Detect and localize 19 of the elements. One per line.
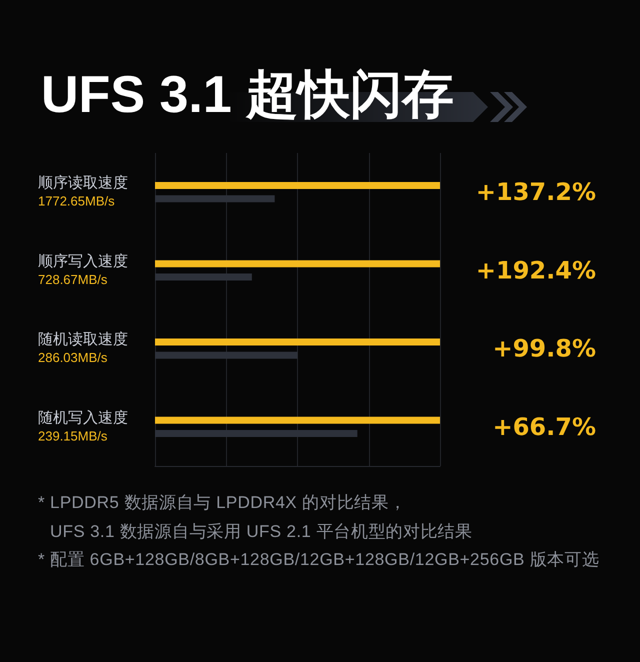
bar bbox=[155, 182, 440, 189]
text: +192.4% bbox=[476, 256, 596, 284]
bar bbox=[155, 338, 440, 346]
text: +99.8% bbox=[492, 334, 596, 363]
bar bbox=[155, 274, 252, 281]
text: * LPDDR5 数据源自与 LPDDR4X 的对比结果， UFS 3.1 数据源自与采用 UFS 2.1 平台机型的对比结果 bbox=[38, 492, 474, 543]
y-tick-label: 随机写入速度 239.15MB/s bbox=[38, 409, 128, 444]
text: +66.7% bbox=[492, 412, 596, 441]
y-tick-label: 顺序读取速度 1772.65MB/s bbox=[38, 174, 128, 209]
text: +137.2% bbox=[476, 178, 596, 206]
bar bbox=[155, 260, 440, 268]
bar bbox=[155, 195, 275, 202]
bar bbox=[155, 352, 298, 359]
bar bbox=[155, 430, 358, 438]
y-tick-label: 随机读取速度 286.03MB/s bbox=[38, 331, 128, 366]
chart-title: UFS 3.1 超快闪存 bbox=[41, 66, 454, 124]
bar bbox=[155, 416, 440, 424]
y-tick-label: 顺序写入速度 728.67MB/s bbox=[38, 252, 128, 287]
text: * 配置 6GB+128GB/8GB+128GB/12GB+128GB/12GB+256GB 版本可选 bbox=[38, 549, 600, 572]
